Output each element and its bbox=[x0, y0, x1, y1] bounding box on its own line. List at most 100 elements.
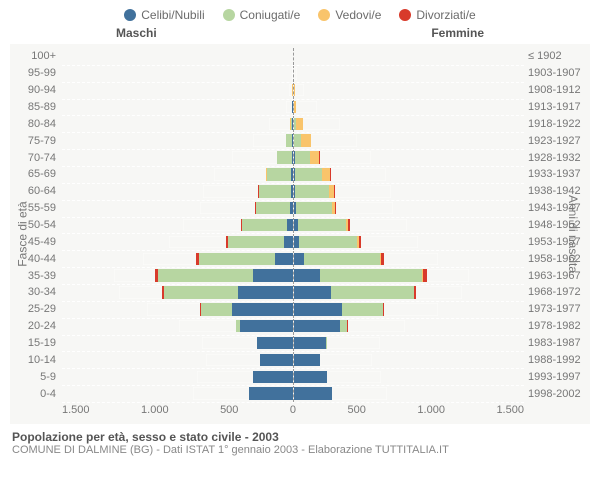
legend-label: Celibi/Nubili bbox=[141, 8, 204, 22]
rows-container: 100+≤ 190295-991903-190790-941908-191285… bbox=[62, 48, 524, 402]
age-row: 50-541948-1952 bbox=[62, 217, 524, 234]
age-label: 100+ bbox=[16, 50, 56, 62]
age-row: 25-291973-1977 bbox=[62, 301, 524, 318]
legend-item: Celibi/Nubili bbox=[124, 8, 204, 22]
bar-stack bbox=[119, 286, 293, 298]
bar-segment bbox=[242, 219, 287, 231]
legend-item: Divorziati/e bbox=[399, 8, 475, 22]
male-bar-area bbox=[62, 233, 293, 250]
bar-segment bbox=[294, 354, 321, 366]
bar-segment bbox=[253, 371, 292, 383]
female-bar-area bbox=[293, 368, 525, 385]
legend-item: Vedovi/e bbox=[318, 8, 381, 22]
bar-segment bbox=[295, 168, 322, 180]
bar-stack bbox=[294, 50, 295, 62]
female-bar-area bbox=[293, 132, 525, 149]
age-row: 60-641938-1942 bbox=[62, 183, 524, 200]
female-bar-area bbox=[293, 65, 525, 82]
male-bar-area bbox=[62, 250, 293, 267]
bar-segment bbox=[348, 219, 350, 231]
age-label: 20-24 bbox=[16, 320, 56, 332]
female-bar-area bbox=[293, 217, 525, 234]
bar-stack bbox=[294, 67, 297, 79]
x-tick-label: 0 bbox=[290, 404, 296, 422]
age-row: 20-241978-1982 bbox=[62, 318, 524, 335]
bar-segment bbox=[301, 134, 311, 146]
bar-segment bbox=[295, 185, 329, 197]
male-bar-area bbox=[62, 82, 293, 99]
bar-stack bbox=[147, 303, 293, 315]
header-female: Femmine bbox=[431, 26, 484, 40]
age-label: 60-64 bbox=[16, 185, 56, 197]
bar-segment bbox=[201, 303, 232, 315]
age-row: 85-891913-1917 bbox=[62, 99, 524, 116]
female-bar-area bbox=[293, 166, 525, 183]
female-bar-area bbox=[293, 115, 525, 132]
age-row: 30-341968-1972 bbox=[62, 284, 524, 301]
age-row: 45-491953-1957 bbox=[62, 233, 524, 250]
bar-segment bbox=[267, 168, 292, 180]
bar-stack bbox=[294, 202, 393, 214]
age-row: 55-591943-1947 bbox=[62, 200, 524, 217]
header-male: Maschi bbox=[116, 26, 157, 40]
bar-segment bbox=[284, 236, 292, 248]
birth-year-label: 1963-1967 bbox=[528, 270, 588, 282]
female-bar-area bbox=[293, 82, 525, 99]
bar-stack bbox=[294, 286, 462, 298]
bar-segment bbox=[253, 269, 292, 281]
birth-year-label: 1948-1952 bbox=[528, 219, 588, 231]
bar-stack bbox=[294, 303, 438, 315]
bar-stack bbox=[200, 202, 293, 214]
bar-segment bbox=[383, 303, 384, 315]
birth-year-label: 1978-1982 bbox=[528, 320, 588, 332]
age-row: 70-741928-1932 bbox=[62, 149, 524, 166]
bar-segment bbox=[275, 253, 293, 265]
x-tick-label: 1.500 bbox=[62, 404, 90, 422]
age-label: 95-99 bbox=[16, 67, 56, 79]
legend-label: Divorziati/e bbox=[416, 8, 475, 22]
bar-segment bbox=[298, 219, 347, 231]
age-label: 85-89 bbox=[16, 101, 56, 113]
birth-year-label: 1933-1937 bbox=[528, 168, 588, 180]
bar-segment bbox=[294, 253, 305, 265]
birth-year-label: 1913-1917 bbox=[528, 101, 588, 113]
female-bar-area bbox=[293, 284, 525, 301]
male-bar-area bbox=[62, 267, 293, 284]
bar-segment bbox=[294, 303, 342, 315]
bar-stack bbox=[183, 219, 292, 231]
bar-stack bbox=[114, 269, 292, 281]
bar-stack bbox=[214, 168, 292, 180]
male-bar-area bbox=[62, 351, 293, 368]
bar-stack bbox=[294, 387, 388, 399]
bar-stack bbox=[294, 101, 318, 113]
bar-stack bbox=[294, 337, 381, 349]
male-bar-area bbox=[62, 385, 293, 402]
birth-year-label: 1958-1962 bbox=[528, 253, 588, 265]
bar-segment bbox=[228, 236, 284, 248]
bar-stack bbox=[269, 118, 292, 130]
age-label: 55-59 bbox=[16, 202, 56, 214]
age-row: 100+≤ 1902 bbox=[62, 48, 524, 65]
age-label: 65-69 bbox=[16, 168, 56, 180]
footer-subtitle: COMUNE DI DALMINE (BG) - Dati ISTAT 1° g… bbox=[12, 444, 588, 456]
bar-segment bbox=[294, 286, 331, 298]
bar-segment bbox=[359, 236, 361, 248]
bar-segment bbox=[294, 101, 296, 113]
birth-year-label: 1998-2002 bbox=[528, 388, 588, 400]
female-bar-area bbox=[293, 267, 525, 284]
x-tick-label: 1.500 bbox=[496, 404, 524, 422]
bar-segment bbox=[322, 168, 330, 180]
female-bar-area bbox=[293, 233, 525, 250]
bar-stack bbox=[202, 337, 293, 349]
birth-year-label: 1993-1997 bbox=[528, 371, 588, 383]
male-bar-area bbox=[62, 132, 293, 149]
bar-stack bbox=[206, 354, 292, 366]
x-axis: 1.5001.00050005001.0001.500 bbox=[62, 404, 524, 422]
female-bar-area bbox=[293, 250, 525, 267]
bar-segment bbox=[249, 387, 292, 399]
female-bar-area bbox=[293, 183, 525, 200]
legend-label: Vedovi/e bbox=[335, 8, 381, 22]
age-row: 0-41998-2002 bbox=[62, 385, 524, 402]
birth-year-label: 1973-1977 bbox=[528, 303, 588, 315]
bar-stack bbox=[294, 371, 382, 383]
